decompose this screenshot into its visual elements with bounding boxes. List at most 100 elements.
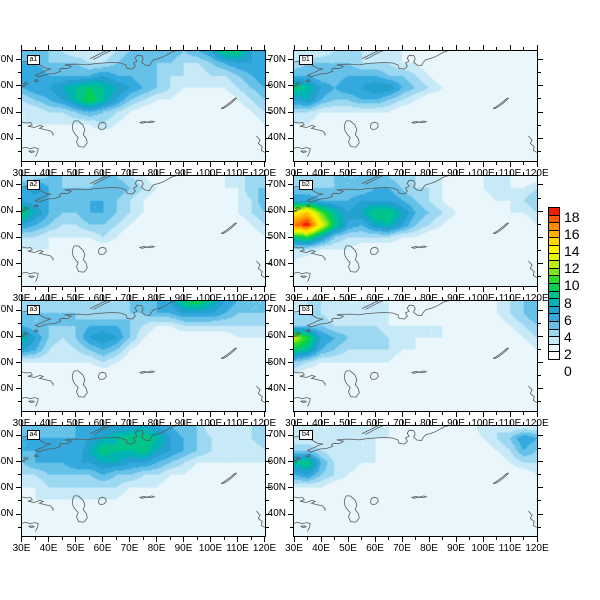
axis-tick <box>17 223 21 225</box>
axis-tick <box>509 537 511 543</box>
coastline-path <box>305 203 311 208</box>
axis-tick <box>320 286 322 292</box>
axis-tick <box>509 420 511 426</box>
axis-tick <box>196 171 198 175</box>
coastline-path <box>255 385 265 403</box>
axis-tick <box>538 184 543 186</box>
coastline-path <box>89 50 107 59</box>
axis-tick <box>115 171 117 175</box>
coastline-path <box>21 396 39 407</box>
coastline-path <box>365 301 384 310</box>
axis-tick <box>374 412 376 417</box>
coastline-path <box>294 334 298 337</box>
axis-tick <box>183 537 184 543</box>
coastline-path <box>220 97 237 109</box>
axis-tick <box>361 161 362 165</box>
axis-tick <box>401 286 403 292</box>
axis-tick <box>17 322 21 324</box>
axis-tick <box>75 420 76 426</box>
axis-tick <box>75 169 76 175</box>
axis-tick <box>250 46 252 50</box>
axis-tick <box>536 412 538 417</box>
axis-tick <box>334 46 335 50</box>
axis-tick <box>290 401 293 403</box>
axis-tick <box>401 44 403 50</box>
axis-tick <box>223 161 225 165</box>
coastline-path <box>528 385 537 403</box>
coastline-path <box>33 329 39 333</box>
axis-tick <box>523 171 524 175</box>
coastline-path <box>295 206 302 211</box>
coastline-path <box>22 81 29 85</box>
axis-tick <box>307 46 308 50</box>
axis-tick <box>264 420 265 426</box>
y-tick-label: 60N <box>267 79 286 91</box>
contour-field <box>294 426 537 537</box>
coastline-path <box>255 135 265 153</box>
coastline-path <box>492 97 509 109</box>
axis-tick <box>17 150 21 152</box>
axis-tick <box>455 286 457 292</box>
coastline-path <box>27 525 35 529</box>
axis-tick <box>496 286 497 290</box>
coastline-path <box>300 525 308 529</box>
axis-tick <box>388 537 389 541</box>
colorbar-tick-label: 12 <box>564 260 580 277</box>
axis-tick <box>156 412 157 417</box>
axis-tick <box>538 263 543 265</box>
coastline-path <box>97 246 107 255</box>
axis-tick <box>61 412 63 415</box>
axis-tick <box>307 286 308 290</box>
axis-tick <box>250 422 252 426</box>
axis-tick <box>428 161 430 167</box>
axis-tick <box>169 171 171 175</box>
coastline-path <box>138 119 156 124</box>
axis-tick <box>115 46 117 50</box>
coastline-path <box>294 522 311 532</box>
axis-tick <box>48 537 49 543</box>
axis-tick <box>102 286 103 292</box>
axis-tick <box>536 420 538 426</box>
coastline-overlay <box>21 175 265 282</box>
x-tick-label: 80E <box>420 543 438 555</box>
y-tick-label: 60N <box>267 330 286 342</box>
axis-tick <box>455 161 457 167</box>
axis-tick <box>538 375 541 377</box>
axis-tick <box>538 322 541 324</box>
axis-tick <box>250 412 252 415</box>
panel-label: a4 <box>26 430 41 441</box>
axis-tick <box>538 401 541 403</box>
contour-field <box>294 50 537 161</box>
coastline-path <box>365 50 384 60</box>
axis-tick <box>183 412 184 417</box>
colorbar-tick-label: 18 <box>564 208 580 225</box>
axis-tick <box>538 448 541 450</box>
axis-tick <box>482 161 484 167</box>
axis-tick <box>183 286 184 292</box>
axis-tick <box>196 161 198 165</box>
axis-tick <box>265 348 269 350</box>
axis-tick <box>320 412 322 417</box>
axis-tick <box>288 388 293 390</box>
axis-tick <box>288 362 293 364</box>
axis-tick <box>15 236 21 238</box>
y-tick-label: 50N <box>267 106 286 118</box>
axis-tick <box>482 295 484 300</box>
axis-tick <box>265 150 269 152</box>
colorbar-tick-label: 2 <box>564 346 572 363</box>
axis-tick <box>523 46 524 50</box>
axis-tick <box>265 474 269 476</box>
axis-tick <box>264 286 265 292</box>
axis-tick <box>48 161 49 167</box>
coastline-path <box>294 209 298 212</box>
axis-tick <box>15 388 21 390</box>
axis-tick <box>142 46 144 50</box>
axis-tick <box>15 184 21 186</box>
panel-b1: 30E40E50E60E70E80E90E100E110E120E40N50N6… <box>268 44 549 179</box>
axis-tick <box>265 526 269 528</box>
axis-tick <box>288 59 293 61</box>
coastline-path <box>294 460 298 463</box>
colorbar-tick-label: 8 <box>564 294 572 311</box>
contour-field <box>21 175 265 286</box>
